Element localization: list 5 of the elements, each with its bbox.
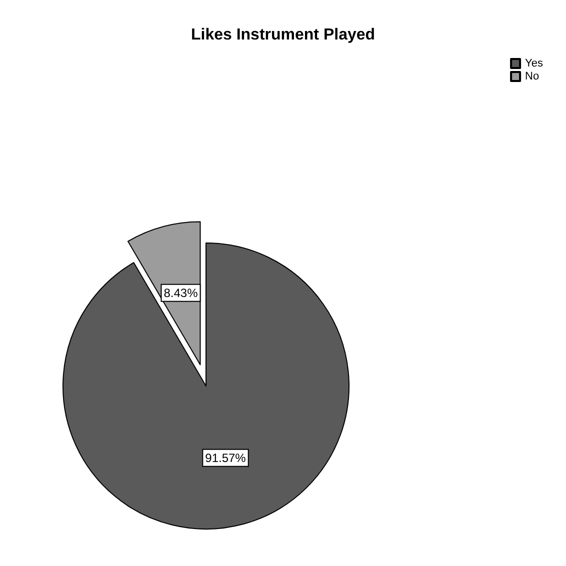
- data-label: 8.43%: [164, 286, 198, 300]
- data-label: 91.57%: [205, 450, 246, 465]
- chart-title: Likes Instrument Played: [190, 26, 376, 44]
- legend-label: No: [525, 70, 540, 82]
- legend-label: Yes: [525, 58, 544, 70]
